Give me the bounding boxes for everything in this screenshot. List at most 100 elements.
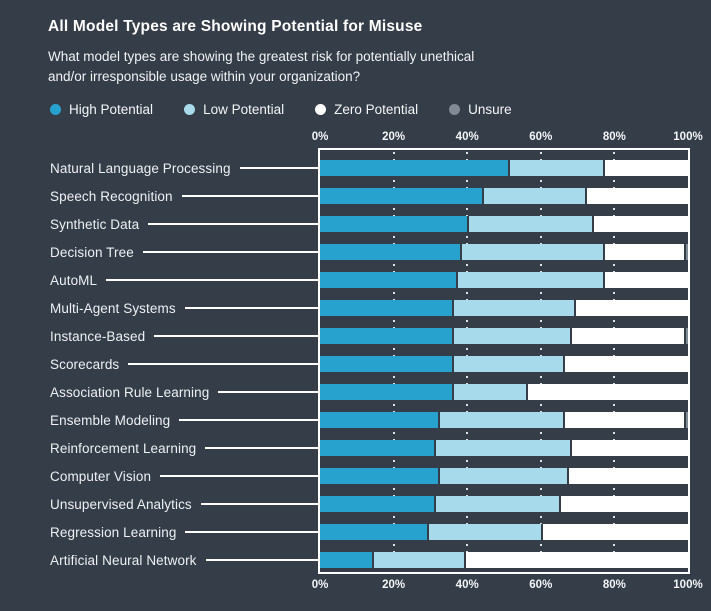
bar-segment-high-potential bbox=[320, 160, 508, 177]
stacked-bar bbox=[320, 440, 688, 457]
axis-tick-label: 0% bbox=[311, 579, 329, 592]
category-label-cell: Decision Tree bbox=[48, 244, 318, 260]
bar-segment-high-potential bbox=[320, 356, 453, 373]
category-label: Instance-Based bbox=[50, 328, 146, 344]
category-label: Speech Recognition bbox=[50, 188, 173, 204]
stacked-bar bbox=[320, 300, 688, 317]
bar-segment-low-potential bbox=[426, 524, 541, 541]
bar-segment-low-potential bbox=[452, 384, 527, 401]
bar-cell bbox=[318, 356, 690, 373]
category-label-cell: Association Rule Learning bbox=[48, 384, 318, 400]
bar-cell bbox=[318, 272, 690, 289]
bar-segment-zero-potential bbox=[573, 300, 688, 317]
bar-cell bbox=[318, 160, 690, 177]
chart-row-synthetic-data: Synthetic Data bbox=[48, 204, 690, 233]
bar-segment-zero-potential bbox=[559, 496, 688, 513]
axis-tick-label: 60% bbox=[529, 131, 553, 144]
axis-tick-label: 80% bbox=[602, 131, 626, 144]
category-label-cell: Scorecards bbox=[48, 356, 318, 372]
axis-tick-label: 80% bbox=[602, 579, 626, 592]
leader-line bbox=[154, 335, 318, 338]
category-label: Natural Language Processing bbox=[50, 160, 231, 176]
legend-label: Low Potential bbox=[203, 101, 285, 117]
bar-segment-high-potential bbox=[320, 552, 372, 569]
zero-potential-dot-icon bbox=[315, 103, 327, 115]
bar-segment-low-potential bbox=[452, 300, 574, 317]
bar-segment-high-potential bbox=[320, 244, 460, 261]
bar-segment-zero-potential bbox=[540, 524, 688, 541]
category-label-cell: Synthetic Data bbox=[48, 216, 318, 232]
bar-segment-high-potential bbox=[320, 300, 453, 317]
category-label: Decision Tree bbox=[50, 244, 134, 260]
bar-segment-low-potential bbox=[452, 328, 571, 345]
category-label: Ensemble Modeling bbox=[50, 412, 171, 428]
bar-segment-low-potential bbox=[437, 412, 563, 429]
category-label-cell: Natural Language Processing bbox=[48, 160, 318, 176]
bar-segment-high-potential bbox=[320, 496, 435, 513]
bar-segment-low-potential bbox=[481, 188, 585, 205]
bar-cell bbox=[318, 300, 690, 317]
legend-item-unsure: Unsure bbox=[449, 102, 512, 117]
chart-row-speech-recognition: Speech Recognition bbox=[48, 176, 690, 205]
category-label-cell: AutoML bbox=[48, 272, 318, 288]
stacked-bar bbox=[320, 160, 688, 177]
category-label-cell: Artificial Neural Network bbox=[48, 552, 318, 568]
bar-segment-zero-potential bbox=[463, 552, 688, 569]
bar-segment-unsure bbox=[684, 328, 688, 345]
stacked-bar bbox=[320, 496, 688, 513]
leader-line bbox=[205, 559, 318, 562]
bar-segment-high-potential bbox=[320, 272, 457, 289]
bar-segment-low-potential bbox=[507, 160, 604, 177]
leader-line bbox=[181, 195, 318, 198]
bar-segment-low-potential bbox=[434, 496, 560, 513]
category-label: Computer Vision bbox=[50, 468, 152, 484]
leader-line bbox=[239, 167, 318, 170]
bar-segment-high-potential bbox=[320, 216, 468, 233]
category-label: AutoML bbox=[50, 272, 98, 288]
bar-cell bbox=[318, 496, 690, 513]
legend-label: High Potential bbox=[69, 101, 154, 117]
chart-row-scorecards: Scorecards bbox=[48, 344, 690, 373]
stacked-bar bbox=[320, 468, 688, 485]
bar-segment-zero-potential bbox=[562, 356, 688, 373]
bar-cell bbox=[318, 468, 690, 485]
stacked-bar bbox=[320, 384, 688, 401]
bar-segment-high-potential bbox=[320, 384, 453, 401]
leader-line bbox=[184, 307, 318, 310]
axis-tick-label: 100% bbox=[673, 579, 703, 592]
bar-segment-low-potential bbox=[371, 552, 464, 569]
stacked-bar bbox=[320, 216, 688, 233]
stacked-bar bbox=[320, 412, 688, 429]
category-label-cell: Computer Vision bbox=[48, 468, 318, 484]
category-label-cell: Regression Learning bbox=[48, 524, 318, 540]
plot-area: Natural Language Processing Speech Recogn… bbox=[48, 148, 690, 575]
stacked-bar bbox=[320, 356, 688, 373]
category-label: Multi-Agent Systems bbox=[50, 300, 176, 316]
bar-segment-zero-potential bbox=[603, 244, 685, 261]
high-potential-dot-icon bbox=[50, 103, 61, 115]
leader-line bbox=[179, 419, 318, 422]
axis-tick-label: 100% bbox=[673, 131, 703, 144]
category-label: Synthetic Data bbox=[50, 216, 140, 232]
low-potential-dot-icon bbox=[184, 103, 196, 115]
bar-segment-low-potential bbox=[452, 356, 563, 373]
legend-label: Unsure bbox=[468, 101, 512, 117]
category-label: Unsupervised Analytics bbox=[50, 496, 192, 512]
legend: High Potential Low Potential Zero Potentia… bbox=[50, 101, 689, 117]
bar-cell bbox=[318, 384, 690, 401]
leader-line bbox=[218, 391, 318, 394]
chart-row-unsupervised-analytics: Unsupervised Analytics bbox=[48, 484, 690, 513]
axis-tick-label: 40% bbox=[455, 131, 479, 144]
bar-segment-zero-potential bbox=[566, 468, 688, 485]
chart-row-natural-language-processing: Natural Language Processing bbox=[48, 148, 690, 177]
stacked-bar bbox=[320, 552, 688, 569]
category-label: Reinforcement Learning bbox=[50, 440, 197, 456]
bar-segment-zero-potential bbox=[592, 216, 688, 233]
stacked-bar bbox=[320, 188, 688, 205]
bar-cell bbox=[318, 552, 690, 569]
bar-cell bbox=[318, 524, 690, 541]
chart-row-computer-vision: Computer Vision bbox=[48, 456, 690, 485]
leader-line bbox=[200, 503, 318, 506]
bar-cell bbox=[318, 244, 690, 261]
category-label-cell: Unsupervised Analytics bbox=[48, 496, 318, 512]
